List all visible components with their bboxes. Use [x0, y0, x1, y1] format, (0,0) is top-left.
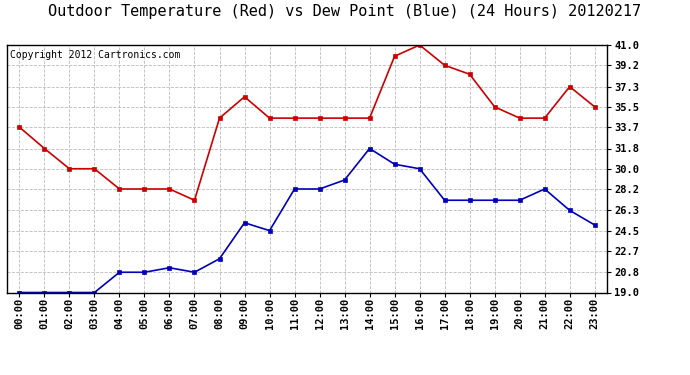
- Text: Outdoor Temperature (Red) vs Dew Point (Blue) (24 Hours) 20120217: Outdoor Temperature (Red) vs Dew Point (…: [48, 4, 642, 19]
- Text: Copyright 2012 Cartronics.com: Copyright 2012 Cartronics.com: [10, 50, 180, 60]
